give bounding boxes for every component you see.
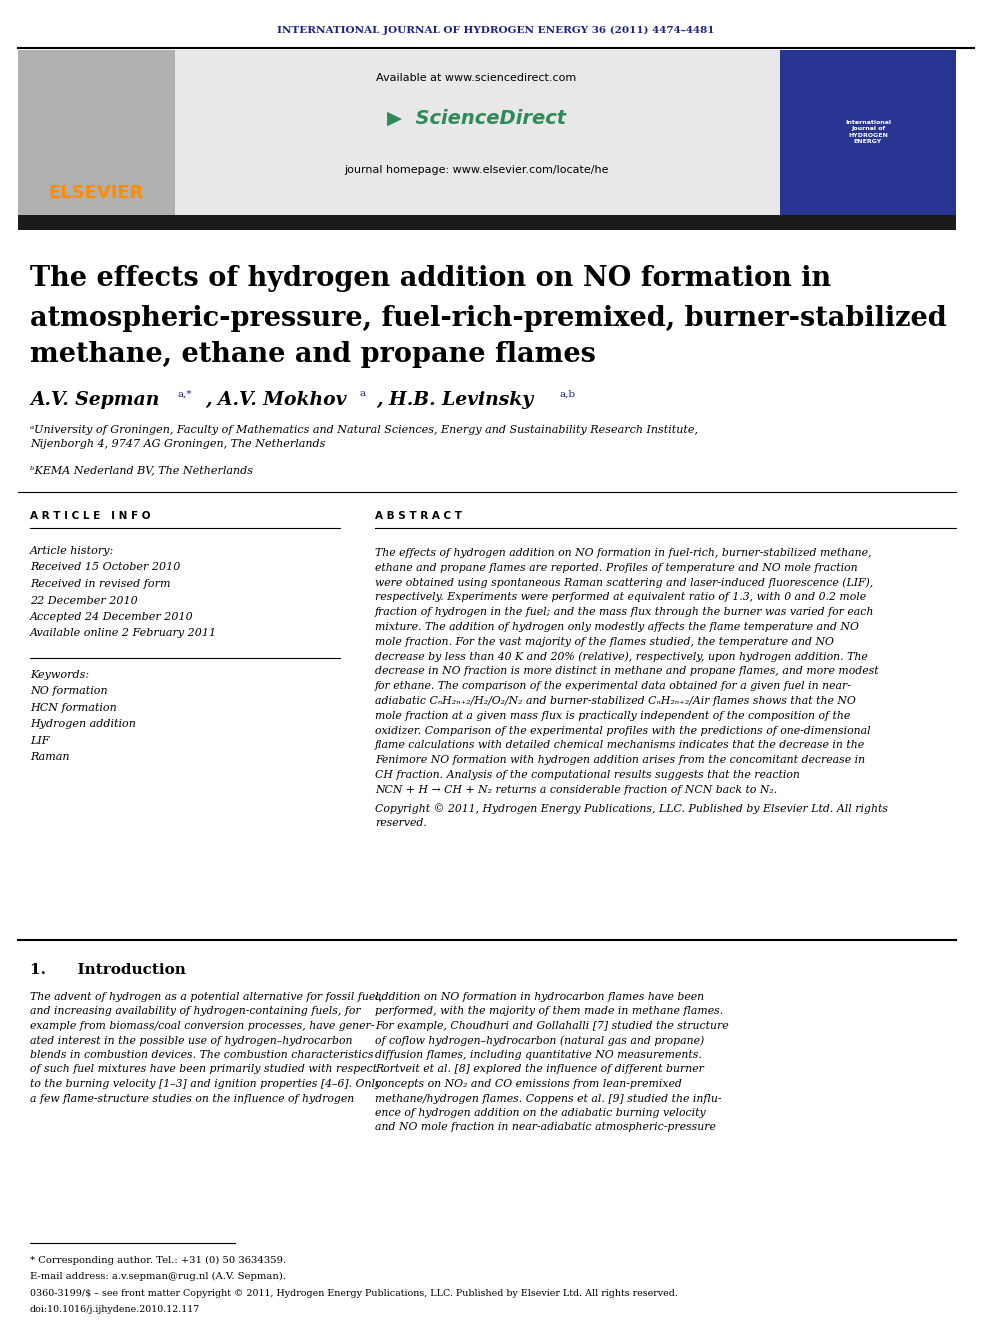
Text: Available online 2 February 2011: Available online 2 February 2011	[30, 628, 217, 639]
Text: Received 15 October 2010: Received 15 October 2010	[30, 562, 181, 573]
Text: mixture. The addition of hydrogen only modestly affects the flame temperature an: mixture. The addition of hydrogen only m…	[375, 622, 859, 632]
Text: oxidizer. Comparison of the experimental profiles with the predictions of one-di: oxidizer. Comparison of the experimental…	[375, 725, 871, 736]
Text: INTERNATIONAL JOURNAL OF HYDROGEN ENERGY 36 (2011) 4474–4481: INTERNATIONAL JOURNAL OF HYDROGEN ENERGY…	[277, 25, 715, 34]
Text: NCN + H → CH + N₂ returns a considerable fraction of NCN back to N₂.: NCN + H → CH + N₂ returns a considerable…	[375, 785, 778, 795]
Text: Keywords:: Keywords:	[30, 669, 89, 680]
FancyBboxPatch shape	[780, 50, 956, 216]
Text: concepts on NO₂ and CO emissions from lean-premixed: concepts on NO₂ and CO emissions from le…	[375, 1080, 682, 1089]
Text: 1.      Introduction: 1. Introduction	[30, 963, 186, 976]
Text: CH fraction. Analysis of the computational results suggests that the reaction: CH fraction. Analysis of the computation…	[375, 770, 800, 781]
Text: addition on NO formation in hydrocarbon flames have been: addition on NO formation in hydrocarbon …	[375, 992, 704, 1002]
Text: respectively. Experiments were performed at equivalent ratio of 1.3, with 0 and : respectively. Experiments were performed…	[375, 593, 866, 602]
Text: For example, Choudhuri and Gollahalli [7] studied the structure: For example, Choudhuri and Gollahalli [7…	[375, 1021, 729, 1031]
Text: methane, ethane and propane flames: methane, ethane and propane flames	[30, 341, 596, 369]
Text: mole fraction at a given mass flux is practically independent of the composition: mole fraction at a given mass flux is pr…	[375, 710, 850, 721]
Text: and increasing availability of hydrogen-containing fuels, for: and increasing availability of hydrogen-…	[30, 1007, 361, 1016]
Text: * Corresponding author. Tel.: +31 (0) 50 3634359.: * Corresponding author. Tel.: +31 (0) 50…	[30, 1256, 286, 1265]
Text: 22 December 2010: 22 December 2010	[30, 595, 138, 606]
Text: ELSEVIER: ELSEVIER	[49, 184, 144, 202]
Text: Received in revised form: Received in revised form	[30, 579, 171, 589]
Text: journal homepage: www.elsevier.com/locate/he: journal homepage: www.elsevier.com/locat…	[344, 165, 608, 175]
Text: were obtained using spontaneous Raman scattering and laser-induced fluorescence : were obtained using spontaneous Raman sc…	[375, 578, 873, 589]
FancyBboxPatch shape	[18, 50, 956, 216]
Text: LIF: LIF	[30, 736, 50, 746]
Text: blends in combustion devices. The combustion characteristics: blends in combustion devices. The combus…	[30, 1050, 374, 1060]
Text: decrease in NO fraction is more distinct in methane and propane flames, and more: decrease in NO fraction is more distinct…	[375, 667, 879, 676]
Text: performed, with the majority of them made in methane flames.: performed, with the majority of them mad…	[375, 1007, 723, 1016]
Text: a few flame-structure studies on the influence of hydrogen: a few flame-structure studies on the inf…	[30, 1094, 354, 1103]
Text: 0360-3199/$ – see front matter Copyright © 2011, Hydrogen Energy Publications, L: 0360-3199/$ – see front matter Copyright…	[30, 1289, 678, 1298]
Text: flame calculations with detailed chemical mechanisms indicates that the decrease: flame calculations with detailed chemica…	[375, 741, 865, 750]
Text: ence of hydrogen addition on the adiabatic burning velocity: ence of hydrogen addition on the adiabat…	[375, 1107, 705, 1118]
Text: A R T I C L E   I N F O: A R T I C L E I N F O	[30, 511, 151, 521]
Text: Accepted 24 December 2010: Accepted 24 December 2010	[30, 613, 193, 622]
Text: Available at www.sciencedirect.com: Available at www.sciencedirect.com	[376, 73, 576, 83]
Text: The effects of hydrogen addition on NO formation in: The effects of hydrogen addition on NO f…	[30, 265, 831, 291]
Text: atmospheric-pressure, fuel-rich-premixed, burner-stabilized: atmospheric-pressure, fuel-rich-premixed…	[30, 304, 946, 332]
Text: to the burning velocity [1–3] and ignition properties [4–6]. Only: to the burning velocity [1–3] and igniti…	[30, 1080, 381, 1089]
Text: The advent of hydrogen as a potential alternative for fossil fuel,: The advent of hydrogen as a potential al…	[30, 992, 382, 1002]
Text: of coflow hydrogen–hydrocarbon (natural gas and propane): of coflow hydrogen–hydrocarbon (natural …	[375, 1036, 704, 1046]
Text: of such fuel mixtures have been primarily studied with respect: of such fuel mixtures have been primaril…	[30, 1065, 377, 1074]
Text: ated interest in the possible use of hydrogen–hydrocarbon: ated interest in the possible use of hyd…	[30, 1036, 352, 1045]
Text: E-mail address: a.v.sepman@rug.nl (A.V. Sepman).: E-mail address: a.v.sepman@rug.nl (A.V. …	[30, 1271, 286, 1281]
Text: a: a	[360, 389, 366, 398]
Text: ᵇKEMA Nederland BV, The Netherlands: ᵇKEMA Nederland BV, The Netherlands	[30, 464, 253, 475]
Text: , A.V. Mokhov: , A.V. Mokhov	[205, 392, 346, 409]
Text: a,*: a,*	[178, 389, 192, 398]
Text: a,b: a,b	[560, 389, 576, 398]
Text: diffusion flames, including quantitative NO measurements.: diffusion flames, including quantitative…	[375, 1050, 702, 1060]
Text: HCN formation: HCN formation	[30, 703, 117, 713]
Text: mole fraction. For the vast majority of the flames studied, the temperature and : mole fraction. For the vast majority of …	[375, 636, 834, 647]
Text: methane/hydrogen flames. Coppens et al. [9] studied the influ-: methane/hydrogen flames. Coppens et al. …	[375, 1094, 721, 1103]
Text: example from biomass/coal conversion processes, have gener-: example from biomass/coal conversion pro…	[30, 1021, 374, 1031]
Text: International
Journal of
HYDROGEN
ENERGY: International Journal of HYDROGEN ENERGY	[845, 119, 891, 144]
Text: NO formation: NO formation	[30, 687, 107, 696]
Text: reserved.: reserved.	[375, 819, 427, 828]
Text: fraction of hydrogen in the fuel; and the mass flux through the burner was varie: fraction of hydrogen in the fuel; and th…	[375, 607, 874, 618]
Text: ▶  ScienceDirect: ▶ ScienceDirect	[387, 108, 565, 127]
Text: The effects of hydrogen addition on NO formation in fuel-rich, burner-stabilized: The effects of hydrogen addition on NO f…	[375, 548, 872, 558]
Text: ethane and propane flames are reported. Profiles of temperature and NO mole frac: ethane and propane flames are reported. …	[375, 562, 858, 573]
Text: Fenimore NO formation with hydrogen addition arises from the concomitant decreas: Fenimore NO formation with hydrogen addi…	[375, 755, 865, 765]
Text: Hydrogen addition: Hydrogen addition	[30, 720, 136, 729]
Text: Copyright © 2011, Hydrogen Energy Publications, LLC. Published by Elsevier Ltd. : Copyright © 2011, Hydrogen Energy Public…	[375, 803, 888, 815]
Text: Raman: Raman	[30, 753, 69, 762]
Text: , H.B. Levinsky: , H.B. Levinsky	[376, 392, 533, 409]
Text: Rortveit et al. [8] explored the influence of different burner: Rortveit et al. [8] explored the influen…	[375, 1065, 704, 1074]
Text: adiabatic CₙH₂ₙ₊₂/H₂/O₂/N₂ and burner-stabilized CₙH₂ₙ₊₂/Air flames shows that t: adiabatic CₙH₂ₙ₊₂/H₂/O₂/N₂ and burner-st…	[375, 696, 856, 706]
Text: A B S T R A C T: A B S T R A C T	[375, 511, 462, 521]
Text: and NO mole fraction in near-adiabatic atmospheric-pressure: and NO mole fraction in near-adiabatic a…	[375, 1122, 716, 1132]
FancyBboxPatch shape	[18, 216, 956, 230]
Text: for ethane. The comparison of the experimental data obtained for a given fuel in: for ethane. The comparison of the experi…	[375, 681, 852, 691]
Text: doi:10.1016/j.ijhydene.2010.12.117: doi:10.1016/j.ijhydene.2010.12.117	[30, 1304, 200, 1314]
Text: A.V. Sepman: A.V. Sepman	[30, 392, 160, 409]
Text: ᵃUniversity of Groningen, Faculty of Mathematics and Natural Sciences, Energy an: ᵃUniversity of Groningen, Faculty of Mat…	[30, 425, 698, 448]
FancyBboxPatch shape	[18, 50, 175, 216]
Text: decrease by less than 40 K and 20% (relative), respectively, upon hydrogen addit: decrease by less than 40 K and 20% (rela…	[375, 652, 868, 663]
Text: Article history:: Article history:	[30, 546, 114, 556]
